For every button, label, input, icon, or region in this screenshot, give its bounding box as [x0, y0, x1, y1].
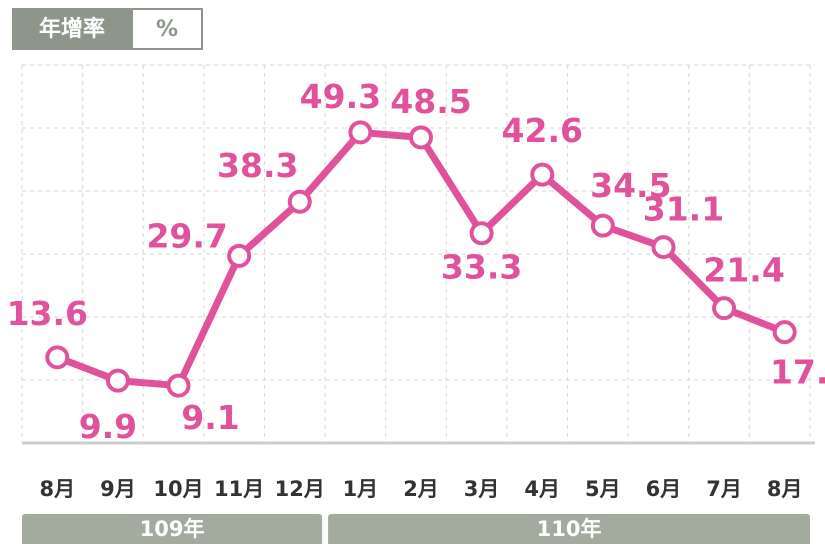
group-label: 110年 [537, 517, 602, 541]
x-tick-label: 11月 [214, 477, 264, 501]
chart-title: 年增率 [39, 16, 105, 42]
point [287, 189, 312, 214]
x-tick-label: 1月 [343, 477, 379, 501]
point [227, 243, 252, 268]
x-tick-label: 5月 [585, 477, 621, 501]
group-label: 109年 [140, 517, 205, 541]
x-tick-label: 12月 [275, 477, 325, 501]
value-label: 34.5 [590, 166, 671, 205]
x-tick-label: 2月 [403, 477, 439, 501]
point [590, 213, 615, 238]
value-label: 13.6 [7, 294, 88, 333]
value-label: 33.3 [441, 248, 522, 287]
value-label: 31.1 [643, 190, 724, 229]
value-label: 42.6 [502, 111, 583, 150]
x-tick-label: 6月 [646, 477, 682, 501]
point [105, 368, 130, 393]
point [530, 162, 555, 187]
value-label: 9.1 [181, 398, 239, 437]
group-bar [22, 514, 323, 544]
x-tick-label: 4月 [524, 477, 560, 501]
line [56, 128, 786, 390]
point [651, 235, 676, 260]
x-tick-label: 9月 [100, 477, 136, 501]
x-tick-label: 8月 [39, 477, 75, 501]
x-tick-label: 3月 [464, 477, 500, 501]
x-tick-label: 10月 [153, 477, 203, 501]
point [348, 120, 373, 145]
x-tick-label: 8月 [767, 477, 803, 501]
value-label: 17.6 [770, 353, 825, 392]
value-label: 38.3 [217, 146, 298, 185]
group-bar [328, 514, 810, 544]
unit-label: % [156, 17, 178, 42]
point [166, 373, 191, 398]
unit-box [131, 8, 203, 50]
point [712, 296, 737, 321]
title-box [12, 8, 132, 50]
value-label: 48.5 [390, 82, 471, 121]
point [409, 125, 433, 150]
value-label: 49.3 [300, 77, 381, 116]
value-label: 29.7 [146, 216, 227, 255]
x-tick-label: 7月 [706, 477, 742, 501]
point [772, 320, 797, 345]
value-label: 9.9 [79, 407, 137, 446]
value-label: 21.4 [703, 251, 784, 290]
point [469, 221, 494, 246]
point [45, 345, 70, 370]
